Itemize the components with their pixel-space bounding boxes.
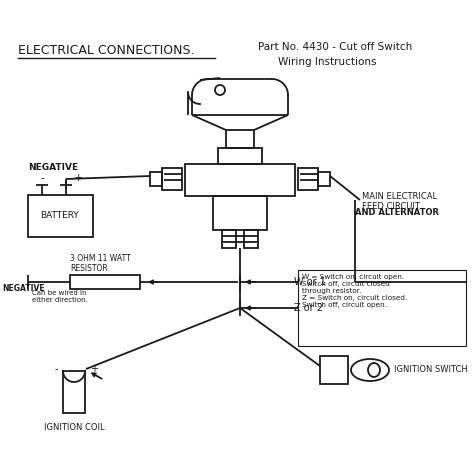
Text: W or 1: W or 1 [294, 277, 326, 287]
Bar [150, 172, 162, 186]
Text: W = Switch on, circuit open.
Switch off, circuit closed
through resistor.
Z = Sw: W = Switch on, circuit open. Switch off,… [302, 274, 407, 308]
Text: IGNITION SWITCH: IGNITION SWITCH [394, 365, 468, 374]
Bar [222, 230, 236, 248]
Bar [218, 148, 262, 164]
Text: NEGATIVE: NEGATIVE [28, 163, 78, 172]
Text: Can be wired in
either direction.: Can be wired in either direction. [32, 290, 88, 303]
Bar [63, 371, 85, 413]
Bar [162, 168, 182, 190]
Bar [70, 275, 140, 289]
Bar [185, 164, 295, 196]
Bar [213, 196, 267, 230]
Text: +: + [90, 364, 98, 374]
Text: NEGATIVE: NEGATIVE [2, 284, 45, 293]
Bar [320, 356, 348, 384]
Text: BATTERY: BATTERY [41, 211, 79, 220]
Text: AND ALTERNATOR: AND ALTERNATOR [355, 208, 439, 217]
Bar [244, 230, 258, 248]
Text: -: - [55, 364, 58, 374]
Text: 3 OHM 11 WATT
RESISTOR: 3 OHM 11 WATT RESISTOR [70, 254, 131, 273]
Text: Wiring Instructions: Wiring Instructions [278, 57, 376, 67]
Text: MAIN ELECTRICAL
FEED CIRCUIT: MAIN ELECTRICAL FEED CIRCUIT [362, 192, 437, 211]
Text: IGNITION COIL: IGNITION COIL [44, 423, 104, 432]
Text: +: + [74, 173, 83, 183]
Bar [226, 130, 254, 148]
Bar [298, 270, 466, 346]
Text: Part No. 4430 - Cut off Switch: Part No. 4430 - Cut off Switch [258, 42, 412, 52]
Text: Z or 2: Z or 2 [294, 303, 323, 313]
Text: ELECTRICAL CONNECTIONS.: ELECTRICAL CONNECTIONS. [18, 44, 194, 56]
Bar [298, 168, 318, 190]
Bar [318, 172, 330, 186]
Text: -: - [40, 173, 44, 183]
Bar [28, 195, 93, 237]
